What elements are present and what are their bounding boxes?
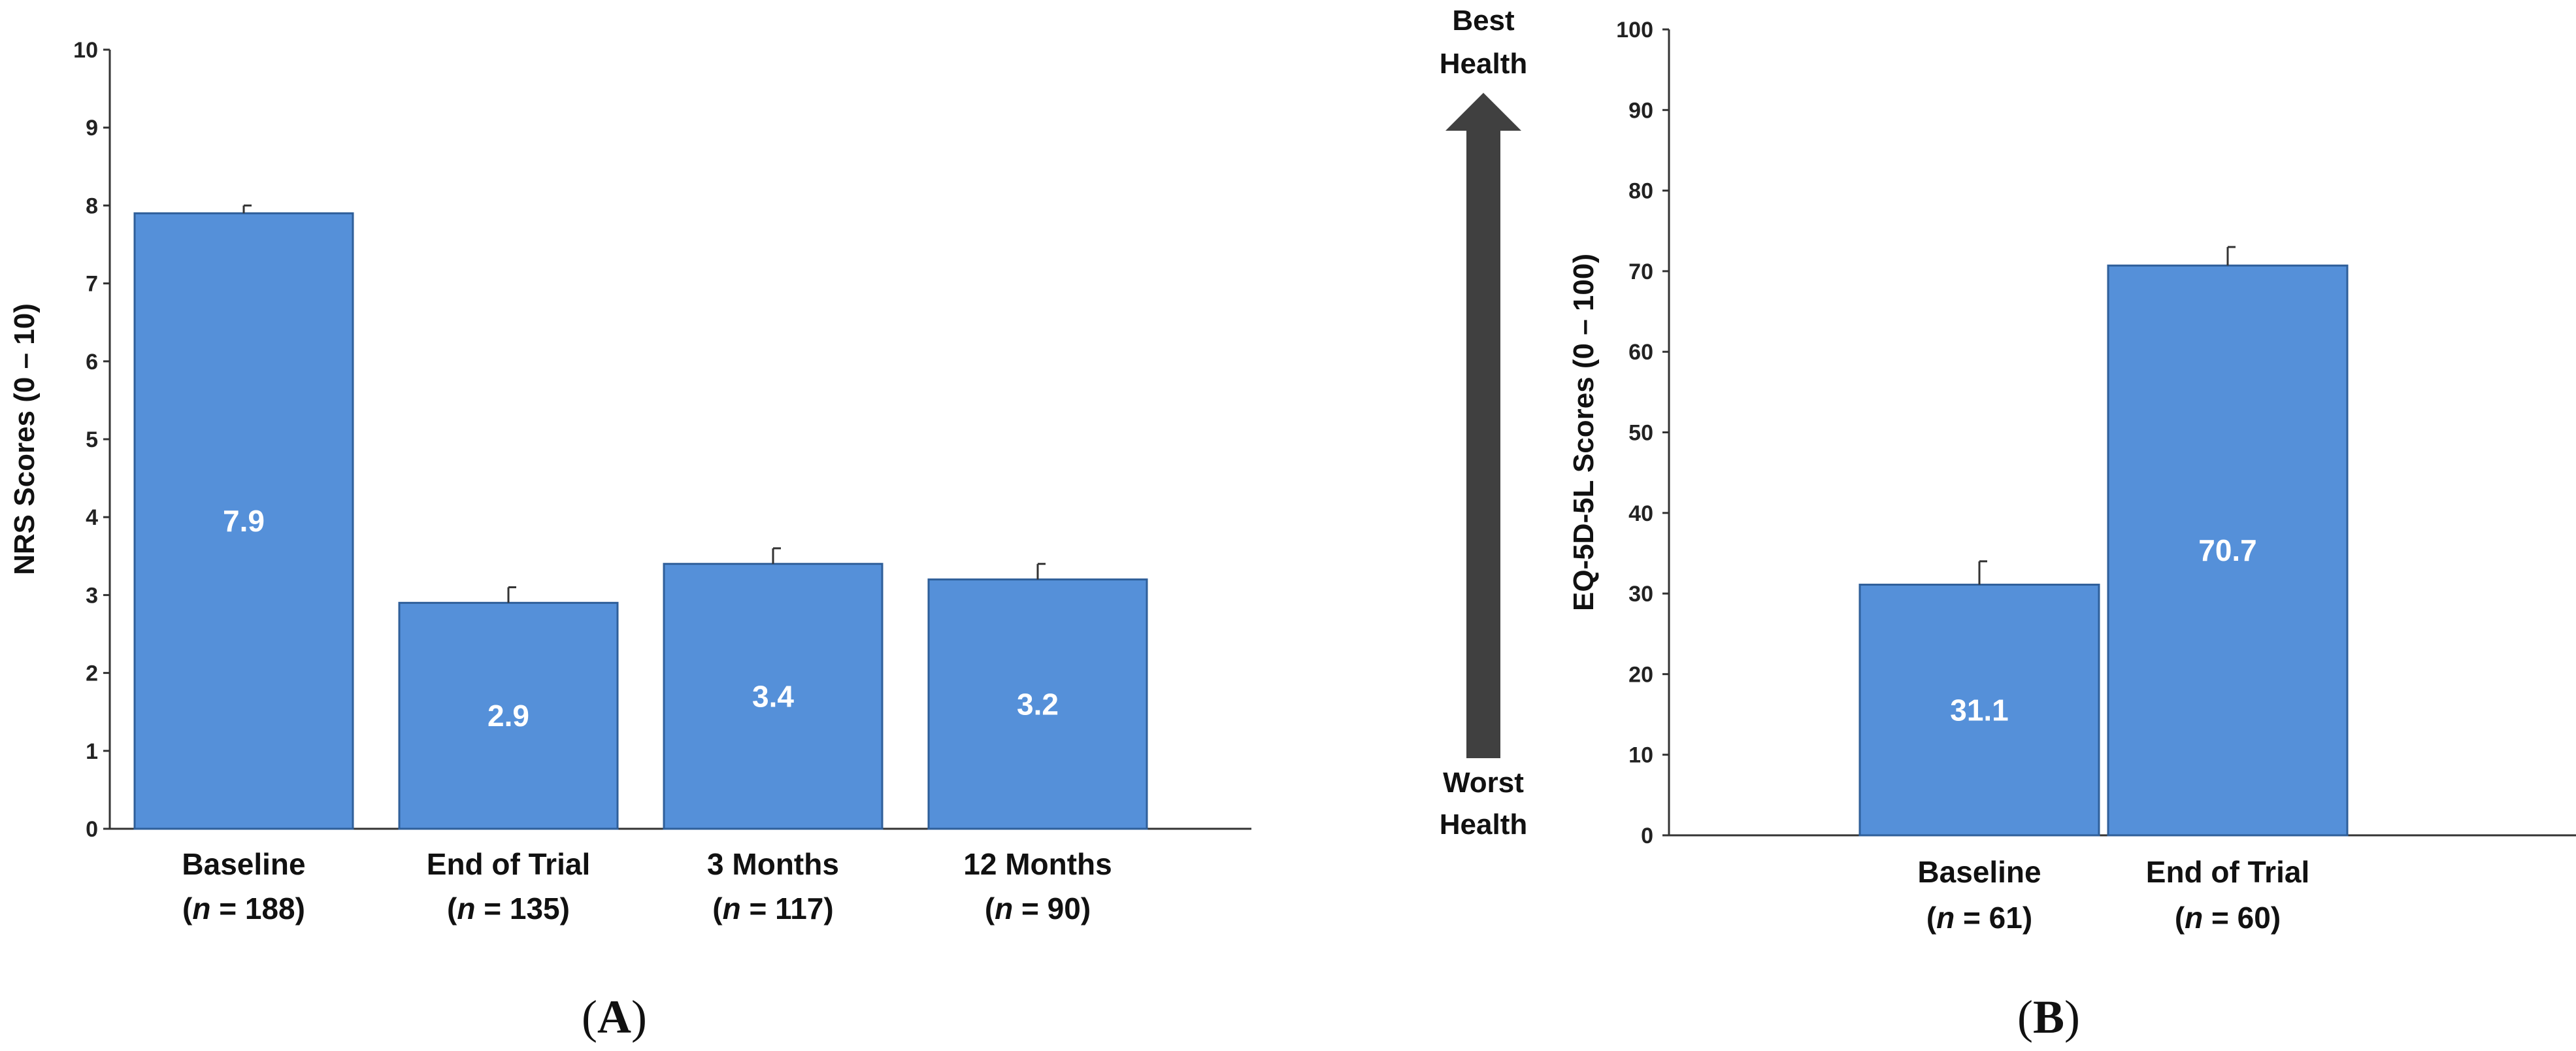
bar-value-label-b: 31.1	[1950, 693, 2009, 727]
y-tick-label-a: 2	[86, 661, 98, 686]
best-label-line2: Health	[1440, 48, 1527, 80]
y-tick-label-b: 100	[1616, 18, 1653, 42]
bar-b	[1858, 584, 2100, 837]
y-tick-label-b: 50	[1628, 421, 1653, 446]
category-n-label-a: (n = 135)	[447, 892, 570, 926]
category-n-label-b: (n = 61)	[1926, 901, 2032, 935]
bar-value-label-b: 70.7	[2198, 533, 2257, 567]
y-tick-label-a: 5	[86, 427, 98, 452]
bar-value-label-a: 3.2	[1017, 687, 1059, 721]
y-tick-label-a: 6	[86, 350, 98, 375]
y-tick-label-a: 4	[86, 505, 98, 530]
bar-a	[398, 601, 619, 830]
panel-b-chart: 0 10 20 30 40 50 60 70 80 90 100 EQ-5D-5L Scores (0…	[1568, 18, 2576, 935]
category-label-a: 12 Months	[963, 847, 1112, 881]
panel-label-a: (A)	[582, 991, 647, 1043]
y-tick-label-b: 10	[1628, 743, 1653, 768]
category-n-label-b: (n = 60)	[2175, 901, 2281, 935]
bar-value-label-a: 3.4	[752, 679, 794, 713]
y-tick-label-b: 20	[1628, 662, 1653, 687]
y-tick-label-a: 8	[86, 193, 98, 218]
arrow-head	[1445, 93, 1521, 131]
arrow-shaft	[1466, 131, 1500, 758]
panel-label-b: (B)	[2017, 991, 2080, 1043]
y-tick-label-b: 80	[1628, 179, 1653, 204]
y-tick-label-b: 40	[1628, 501, 1653, 526]
bar-a	[663, 563, 883, 830]
y-tick-label-b: 90	[1628, 98, 1653, 123]
y-tick-label-a: 10	[73, 38, 98, 63]
y-tick-label-a: 1	[86, 739, 98, 764]
worst-label-line1: Worst	[1443, 767, 1524, 799]
category-label-a: 3 Months	[707, 847, 839, 881]
category-label-b: Baseline	[1917, 855, 2041, 889]
best-label-line1: Best	[1452, 5, 1515, 37]
panel-a-chart: 0 1 2 3 4 5 6 7 8 9 10 NRS Scores (0 – 10) 7.9 Baseli…	[8, 38, 1251, 926]
health-direction-arrow: Best Health Worst Health	[1440, 5, 1527, 841]
bar-value-label-a: 2.9	[487, 699, 529, 733]
bar-a	[927, 578, 1148, 830]
y-tick-label-a: 9	[86, 116, 98, 141]
category-n-label-a: (n = 117)	[712, 892, 833, 926]
category-n-label-a: (n = 90)	[985, 892, 1091, 926]
category-n-label-a: (n = 188)	[182, 892, 305, 926]
y-tick-label-b: 60	[1628, 340, 1653, 365]
worst-label-line2: Health	[1440, 809, 1527, 841]
bar-value-label-a: 7.9	[223, 504, 265, 538]
y-tick-label-b: 70	[1628, 259, 1653, 284]
category-label-a: End of Trial	[427, 847, 590, 881]
bar-b	[2107, 264, 2349, 837]
category-label-b: End of Trial	[2146, 855, 2309, 889]
y-tick-label-a: 0	[86, 817, 98, 842]
y-tick-label-a: 7	[86, 272, 98, 297]
category-label-a: Baseline	[182, 847, 305, 881]
y-axis-title-a: NRS Scores (0 – 10)	[8, 303, 41, 575]
y-tick-label-b: 30	[1628, 582, 1653, 607]
y-axis-title-b: EQ-5D-5L Scores (0 – 100)	[1568, 254, 1600, 611]
bar-a	[133, 212, 354, 830]
y-tick-label-b: 0	[1641, 824, 1653, 848]
y-tick-label-a: 3	[86, 583, 98, 608]
